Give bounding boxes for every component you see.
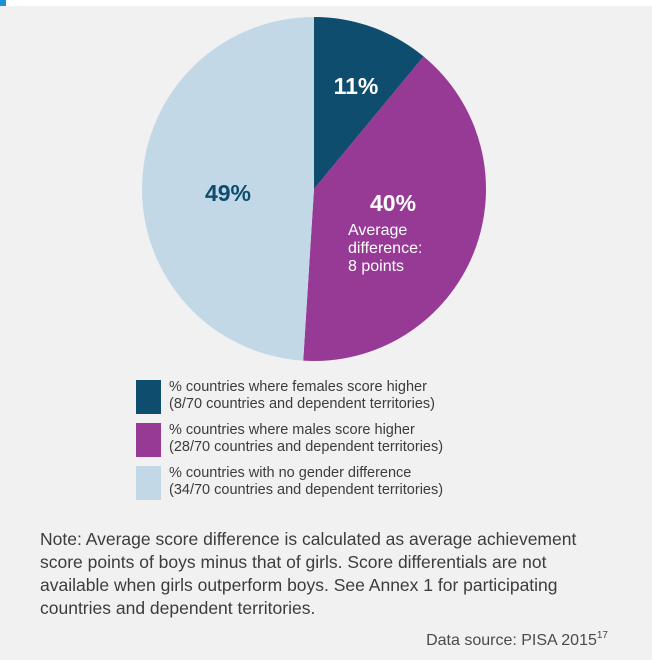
data-source-text: Data source: PISA 2015 — [426, 632, 597, 649]
pie-slice-males-higher — [303, 56, 487, 361]
pie-label-no-difference: 49% — [205, 180, 251, 206]
legend-item-females-higher: % countries where females score higher (… — [136, 379, 556, 414]
legend-swatch-females-higher — [136, 380, 161, 414]
legend-item-males-higher: % countries where males score higher (28… — [136, 422, 556, 457]
legend-text-females-higher: % countries where females score higher (… — [169, 379, 435, 413]
legend-label: % countries where females score higher — [169, 379, 427, 395]
legend-detail: (8/70 countries and dependent territorie… — [169, 396, 435, 412]
pie-slice-females-higher — [314, 17, 424, 189]
legend-swatch-males-higher — [136, 423, 161, 457]
chart-panel: 11% 40% Average difference: 8 points 49% % co… — [0, 6, 652, 660]
legend-label: % countries where males score higher — [169, 422, 415, 438]
legend-text-no-difference: % countries with no gender difference (3… — [169, 465, 443, 499]
pie-slice-no-difference — [142, 17, 314, 361]
pie-label-females-higher: 11% — [334, 73, 379, 99]
legend-detail: (34/70 countries and dependent territori… — [169, 482, 444, 498]
legend-swatch-no-difference — [136, 466, 161, 500]
header-accent-mark — [0, 0, 6, 6]
pie-annotation-line: difference: — [348, 240, 422, 257]
legend-text-males-higher: % countries where males score higher (28… — [169, 422, 443, 456]
pie-label-males-higher: 40% — [370, 190, 416, 216]
data-source-footnote: 17 — [596, 630, 608, 641]
legend: % countries where females score higher (… — [136, 379, 556, 508]
pie-annotation-line: 8 points — [348, 258, 404, 275]
pie-annotation-line: Average — [348, 222, 407, 239]
legend-label: % countries with no gender difference — [169, 465, 412, 481]
legend-item-no-difference: % countries with no gender difference (3… — [136, 465, 556, 500]
data-source: Data source: PISA 201517 — [426, 630, 608, 650]
chart-note: Note: Average score difference is calcul… — [40, 529, 577, 618]
legend-detail: (28/70 countries and dependent territori… — [169, 439, 444, 455]
